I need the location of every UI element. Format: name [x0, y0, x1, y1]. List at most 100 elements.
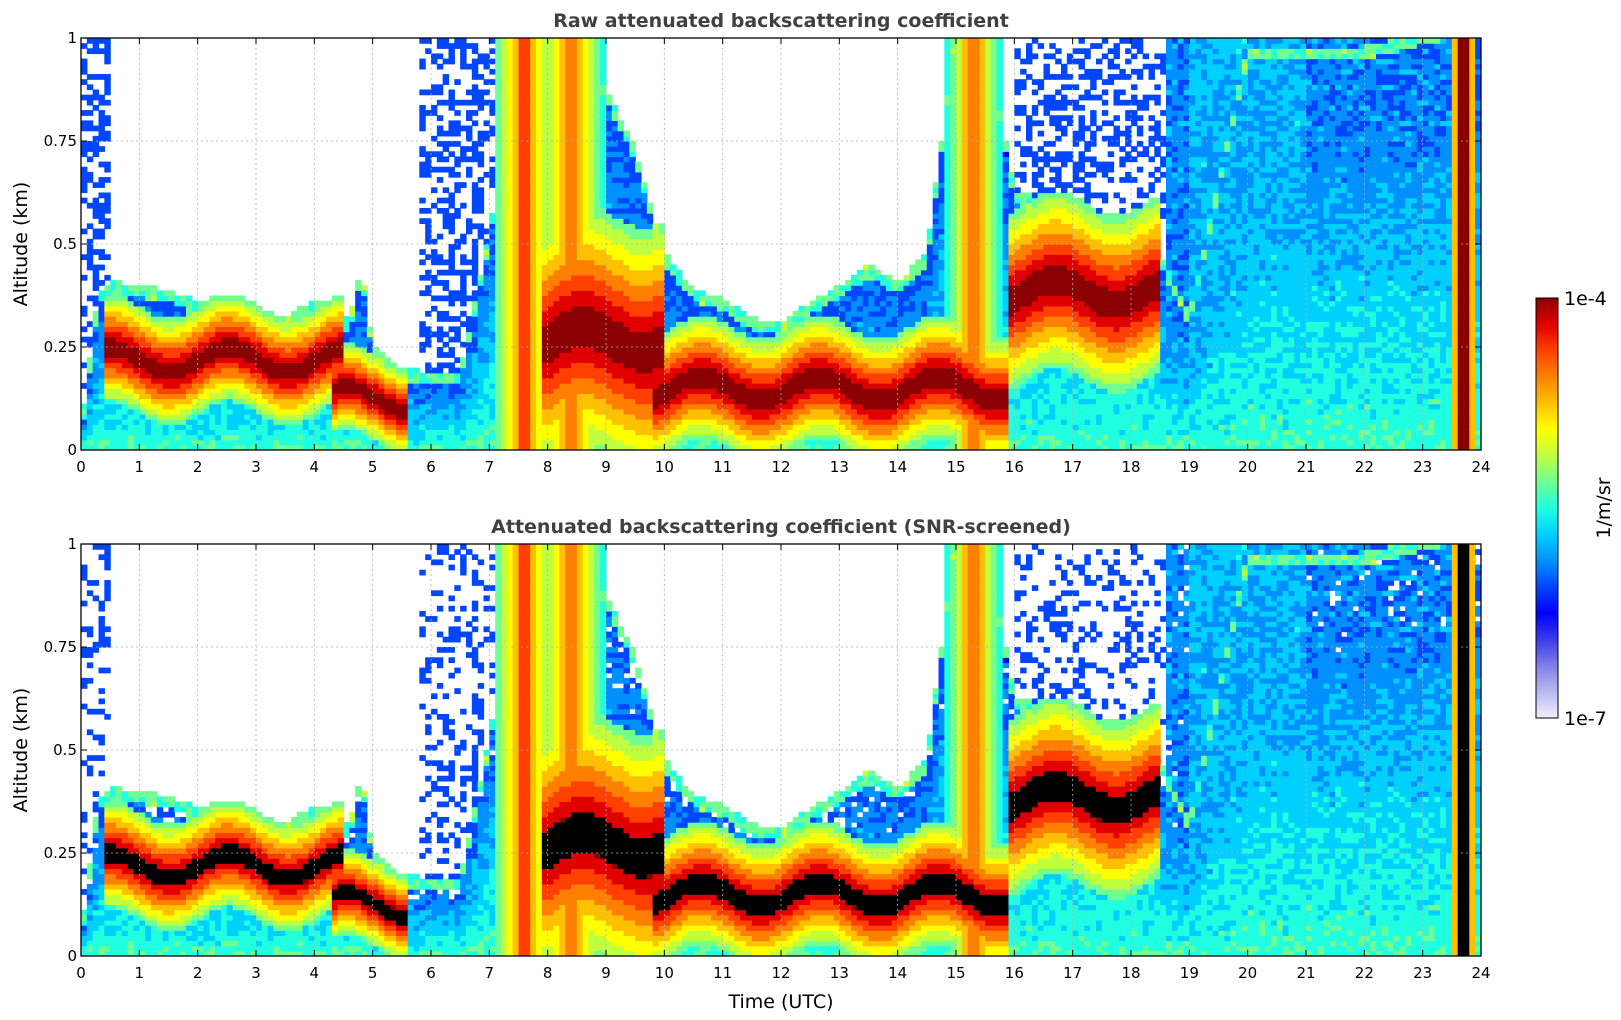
heatmap-cell: [151, 285, 158, 291]
heatmap-cell: [617, 295, 625, 302]
heatmap-cell: [582, 120, 590, 127]
heatmap-cell: [296, 424, 304, 430]
heatmap-cell: [326, 408, 333, 415]
heatmap-cell: [670, 429, 677, 436]
heatmap-cell: [716, 336, 724, 343]
heatmap-cell: [92, 249, 100, 255]
heatmap-cell: [390, 393, 397, 400]
heatmap-cell: [436, 125, 444, 132]
heatmap-cell: [646, 310, 654, 317]
heatmap-cell: [512, 89, 520, 96]
heatmap-cell: [635, 341, 642, 348]
heatmap-cell: [401, 419, 409, 425]
heatmap-cell: [209, 367, 216, 374]
heatmap-cell: [489, 228, 496, 235]
heatmap-cell: [489, 424, 496, 430]
heatmap-cell: [320, 352, 327, 358]
heatmap-cell: [425, 161, 432, 168]
heatmap-cell: [594, 383, 601, 389]
heatmap-cell: [582, 130, 590, 137]
heatmap-cell: [518, 254, 525, 261]
heatmap-cell: [174, 434, 181, 441]
heatmap-cell: [308, 383, 315, 389]
heatmap-cell: [734, 310, 741, 317]
heatmap-cell: [518, 321, 525, 327]
heatmap-cell: [501, 74, 508, 80]
heatmap-cell: [716, 429, 724, 436]
heatmap-cell: [711, 347, 718, 353]
heatmap-cell: [559, 156, 566, 163]
heatmap-cell: [471, 264, 479, 271]
heatmap-cell: [536, 238, 543, 245]
heatmap-cell: [326, 321, 333, 327]
heatmap-cell: [308, 367, 315, 374]
heatmap-cell: [536, 141, 543, 147]
heatmap-cell: [151, 372, 158, 379]
heatmap-cell: [466, 269, 473, 276]
heatmap-cell: [676, 367, 683, 374]
heatmap-cell: [536, 146, 543, 152]
heatmap-cell: [576, 115, 584, 121]
heatmap-cell: [448, 434, 455, 441]
heatmap-cell: [145, 439, 152, 446]
heatmap-cell: [588, 141, 595, 147]
heatmap-cell: [343, 388, 350, 394]
heatmap-cell: [530, 238, 537, 245]
heatmap-cell: [565, 316, 572, 322]
heatmap-cell: [501, 228, 508, 235]
heatmap-cell: [145, 367, 152, 374]
heatmap-cell: [407, 372, 415, 379]
heatmap-cell: [483, 434, 490, 441]
heatmap-cell: [524, 444, 531, 450]
heatmap-cell: [501, 254, 508, 261]
heatmap-cell: [477, 141, 485, 147]
heatmap-cell: [355, 393, 362, 400]
heatmap-cell: [343, 424, 350, 430]
heatmap-cell: [226, 321, 234, 327]
heatmap-cell: [191, 362, 199, 369]
heatmap-cell: [635, 439, 642, 446]
heatmap-cell: [687, 341, 695, 348]
heatmap-cell: [676, 383, 683, 389]
heatmap-cell: [250, 357, 257, 364]
heatmap-cell: [705, 347, 712, 353]
heatmap-cell: [600, 413, 607, 420]
heatmap-cell: [571, 130, 578, 137]
heatmap-cell: [81, 439, 88, 446]
heatmap-cell: [466, 377, 473, 384]
heatmap-cell: [571, 249, 578, 255]
heatmap-cell: [524, 156, 531, 163]
heatmap-cell: [740, 439, 747, 446]
heatmap-cell: [501, 187, 508, 194]
heatmap-cell: [506, 326, 514, 333]
heatmap-cell: [588, 151, 595, 158]
heatmap-cell: [396, 383, 403, 389]
heatmap-cell: [611, 135, 619, 142]
heatmap-cell: [559, 367, 566, 374]
heatmap-cell: [629, 254, 636, 261]
heatmap-cell: [425, 171, 432, 178]
heatmap-cell: [466, 419, 473, 425]
heatmap-cell: [629, 408, 636, 415]
heatmap-cell: [600, 218, 607, 224]
heatmap-cell: [559, 177, 566, 183]
heatmap-cell: [617, 125, 625, 132]
heatmap-cell: [629, 285, 636, 291]
heatmap-cell: [547, 383, 555, 389]
heatmap-cell: [518, 151, 525, 158]
heatmap-cell: [501, 151, 508, 158]
heatmap-cell: [355, 388, 362, 394]
heatmap-cell: [250, 372, 257, 379]
heatmap-cell: [646, 393, 654, 400]
heatmap-cell: [501, 177, 508, 183]
heatmap-cell: [547, 321, 555, 327]
heatmap-cell: [606, 110, 613, 116]
heatmap-cell: [343, 367, 350, 374]
heatmap-cell: [244, 367, 251, 374]
heatmap-cell: [541, 290, 549, 297]
heatmap-cell: [86, 141, 94, 147]
heatmap-cell: [582, 197, 590, 204]
heatmap-cell: [757, 413, 765, 420]
heatmap-cell: [471, 305, 479, 312]
heatmap-cell: [629, 274, 636, 281]
